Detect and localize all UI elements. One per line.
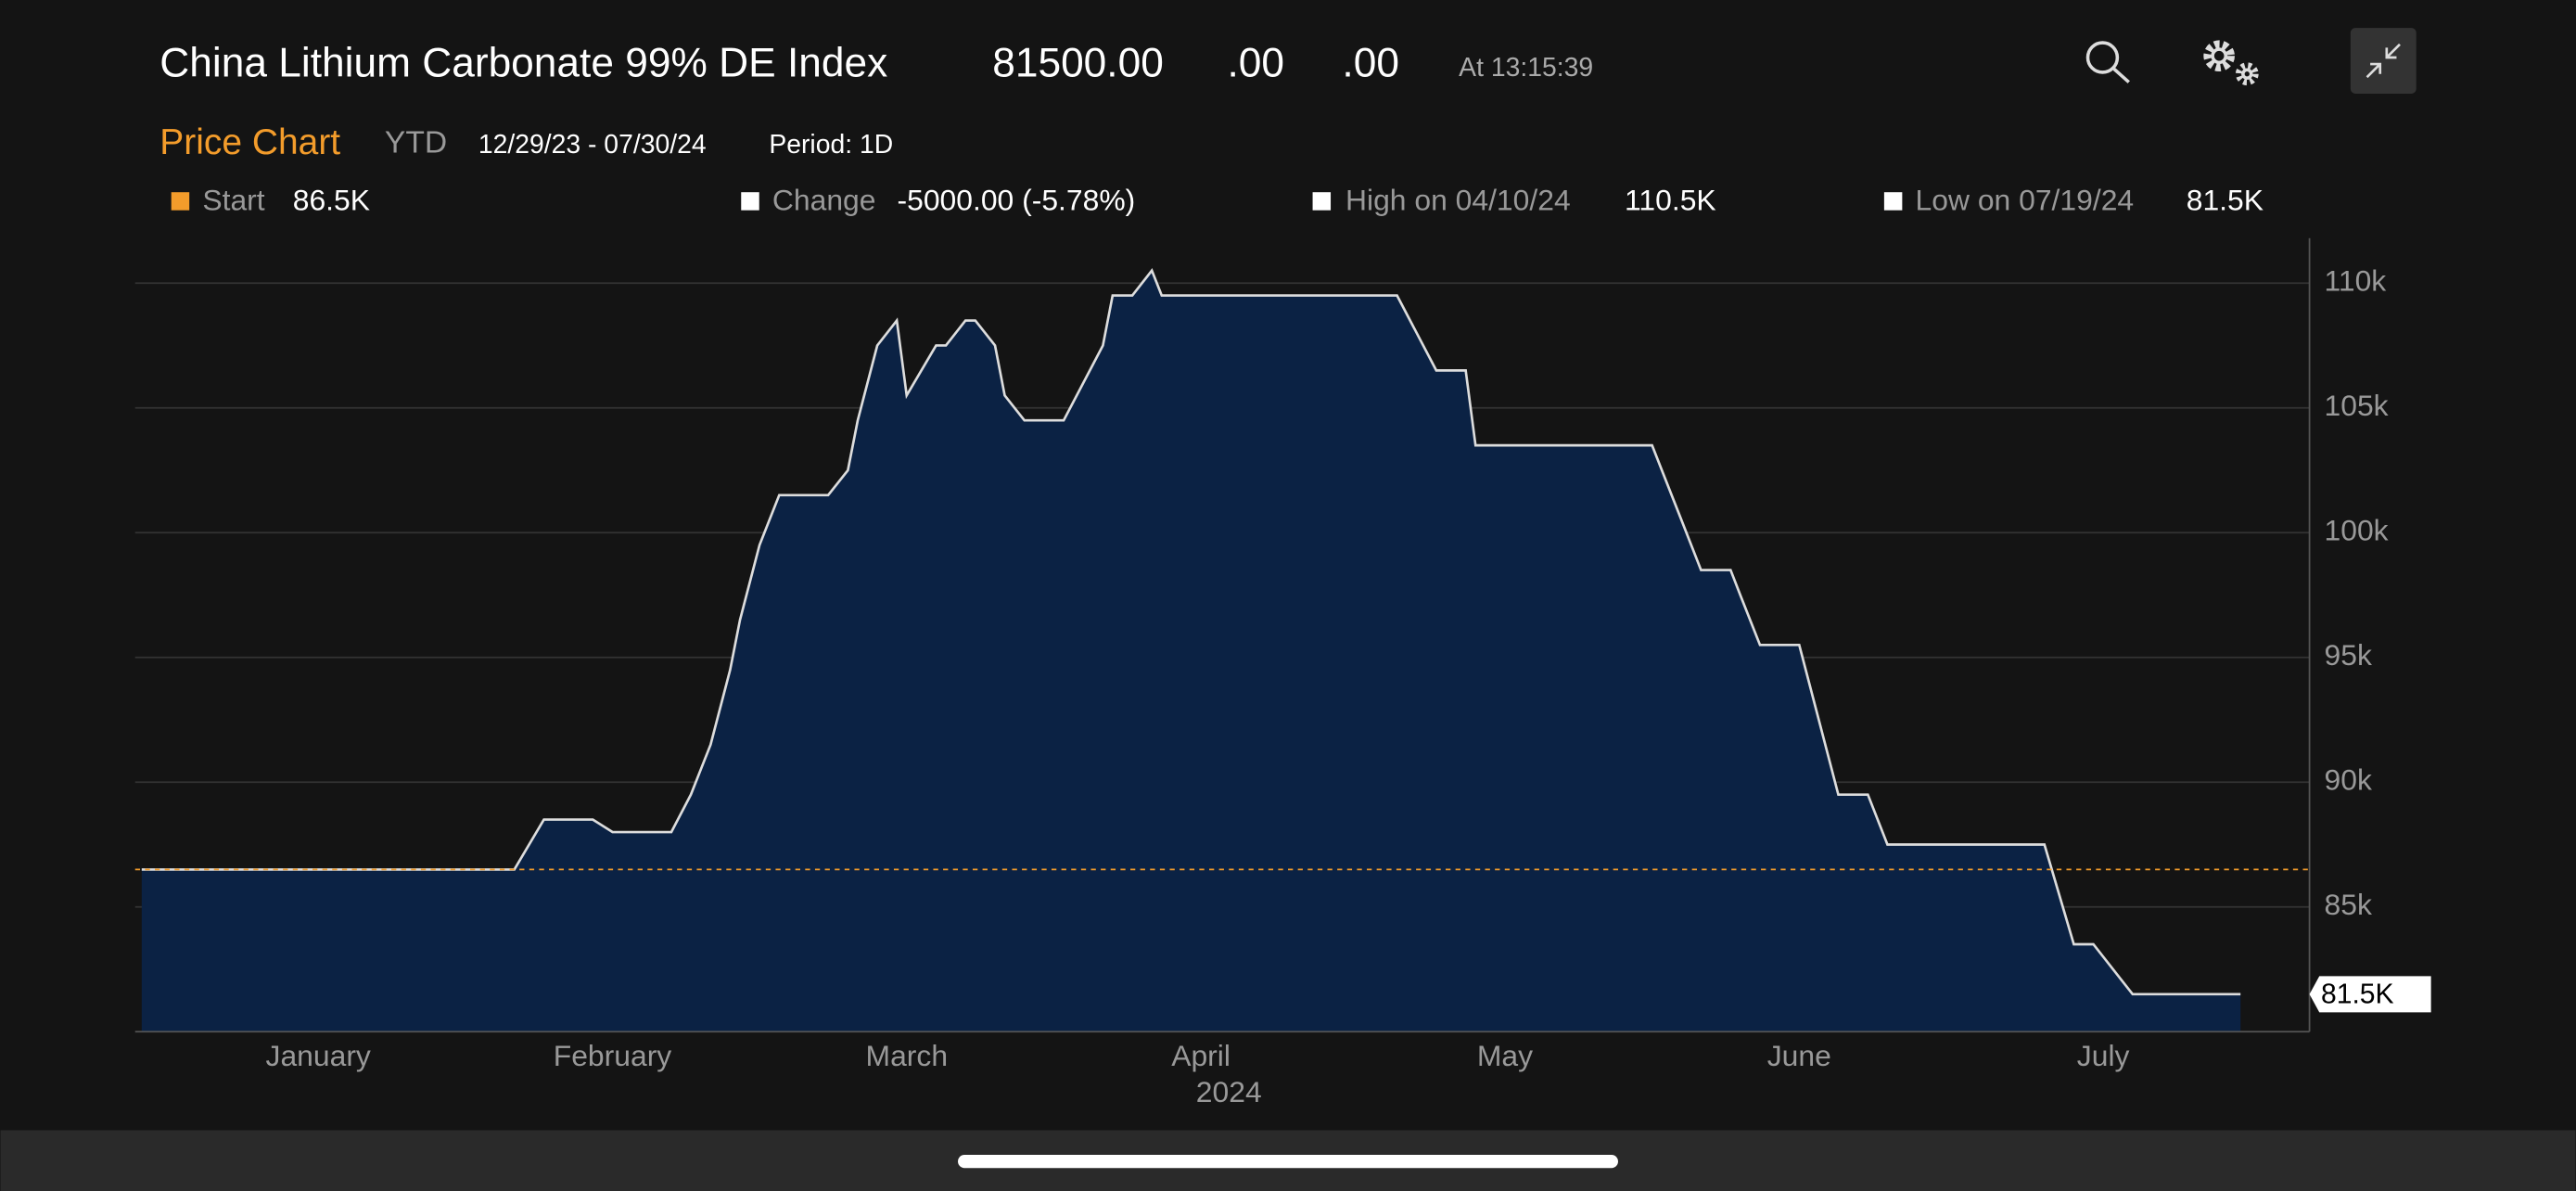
stat-value: 110.5K [1625,183,1716,216]
x-tick-label: May [1477,1039,1533,1072]
legend-marker [1883,192,1903,211]
range[interactable]: YTD [385,126,447,160]
stat-value: 86.5K [293,183,370,216]
y-tick-label: 105k [2325,389,2389,422]
price-line [141,268,2241,996]
y-tick-label: 100k [2325,514,2389,547]
y-tick-label: 110k [2325,264,2387,298]
pct-change: .00 [1342,41,1399,86]
change: .00 [1227,41,1284,86]
period[interactable]: Period: 1D [769,130,893,160]
area [141,270,2241,1032]
x-tick-label: June [1767,1039,1831,1072]
home-indicator[interactable] [958,1155,1618,1169]
price: 81500.00 [992,41,1164,86]
x-tick-label: March [866,1039,949,1072]
legend-marker [741,192,759,211]
time: At 13:15:39 [1459,53,1593,83]
collapse-button[interactable] [2350,28,2417,94]
section-title[interactable]: Price Chart [159,122,340,162]
x-tick-label: April [1171,1039,1231,1072]
stat-value: -5000.00 (-5.78%) [897,183,1135,216]
y-tick-label: 90k [2325,763,2372,797]
stat-label: Low on 07/19/24 [1916,183,2135,216]
x-tick-label: February [554,1039,672,1072]
x-tick-label: January [266,1039,371,1072]
date-range: 12/29/23 - 07/30/24 [478,130,707,160]
y-tick-label: 85k [2325,888,2372,921]
search-button[interactable] [2085,41,2130,83]
legend-marker [171,192,190,211]
x-tick-label: July [2077,1039,2130,1072]
title: China Lithium Carbonate 99% DE Index [159,41,887,86]
stat-label: Start [202,183,264,216]
y-tick-label: 95k [2325,638,2372,672]
settings-button[interactable] [2203,40,2259,86]
stat-label: High on 04/10/24 [1345,183,1571,216]
x-axis-title: 2024 [1196,1075,1262,1108]
plot: 85k 90k 95k 100k 105k 110k January February Marc… [134,237,2431,1072]
last-value-tag [2309,976,2431,1013]
legend-marker [1312,192,1332,211]
stat-value: 81.5K [2187,183,2264,216]
stat-label: Change [772,183,876,216]
last-value-label: 81.5K [2321,980,2394,1010]
